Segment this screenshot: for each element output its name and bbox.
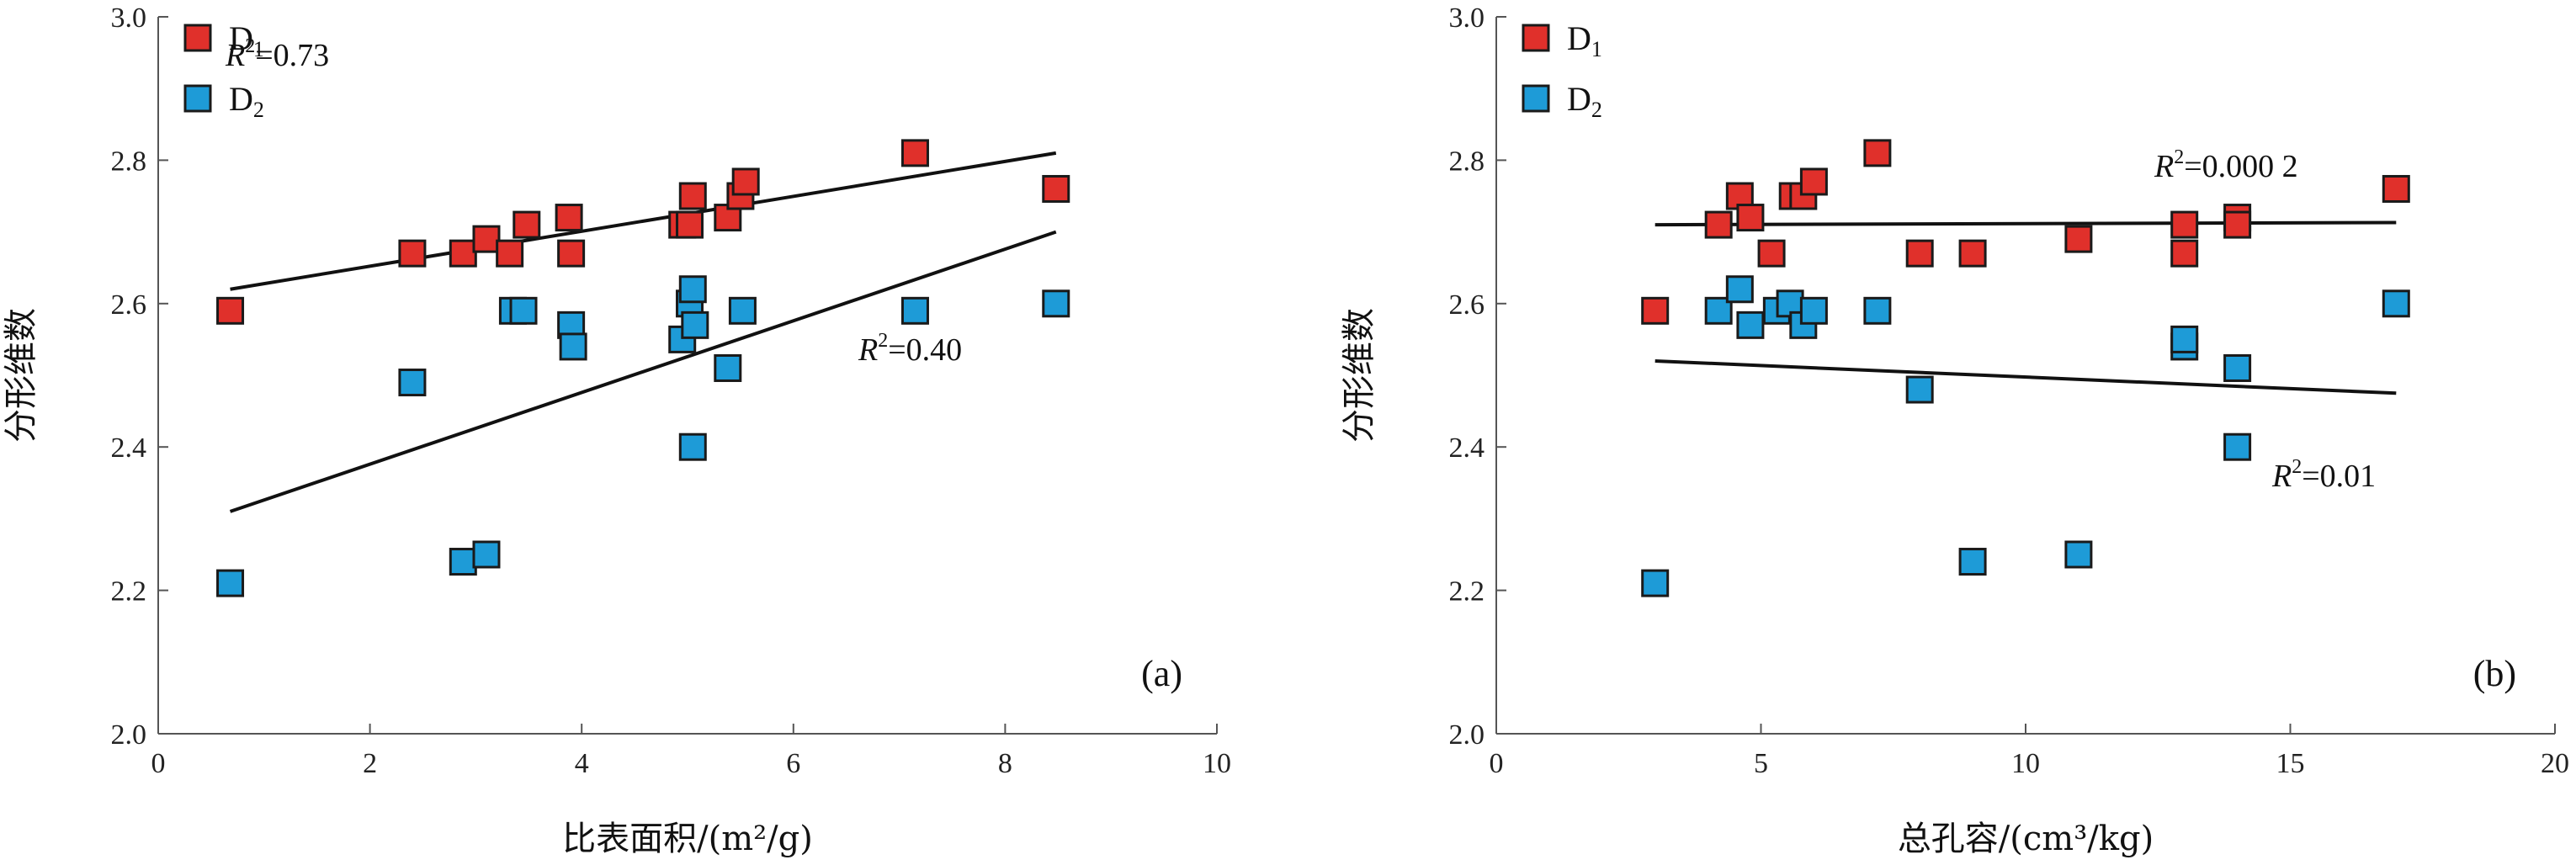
x-tick-label: 6 (786, 748, 800, 779)
panel-b: 2.0 2.2 2.4 2.6 2.8 3.0 0 5 10 15 20 总孔容/(cm³/kg) 分形… (1340, 3, 2569, 858)
data-point-d2 (900, 296, 929, 325)
legend-marker-d1 (1522, 24, 1550, 52)
legend-marker-d2 (1522, 84, 1550, 113)
data-point-d2 (1042, 289, 1070, 318)
data-point-d2 (728, 296, 757, 325)
data-point-d1 (1958, 239, 1987, 268)
r2-annotation-d1: R2=0.73 (225, 35, 329, 73)
data-point-d1 (2170, 210, 2199, 239)
panel-label: (b) (2473, 653, 2516, 694)
y-tick-label: 2.2 (1449, 576, 1485, 608)
r2-annotation-d2: R2=0.01 (2271, 456, 2376, 494)
x-tick-label: 2 (363, 748, 377, 779)
data-point-d1 (472, 225, 501, 253)
data-point-d1 (676, 210, 704, 239)
y-tick-label: 2.4 (1449, 432, 1485, 464)
x-tick-label: 10 (1203, 748, 1231, 779)
data-point-d1 (449, 239, 477, 268)
data-point-d2 (678, 275, 707, 304)
data-point-d1 (678, 182, 707, 210)
data-point-d2 (2064, 540, 2093, 569)
data-point-d2 (714, 353, 742, 382)
x-tick-label: 8 (998, 748, 1012, 779)
legend-label-d1: D1 (1567, 19, 1602, 61)
panel-label: (a) (1141, 653, 1182, 694)
data-point-d2 (1863, 296, 1892, 325)
data-point-d2 (559, 332, 587, 361)
x-tick-label: 4 (575, 748, 589, 779)
y-tick-label: 3.0 (111, 3, 147, 34)
data-point-d1 (1863, 139, 1892, 167)
data-point-d1 (2064, 225, 2093, 253)
data-point-d1 (1042, 174, 1070, 203)
data-point-d1 (1799, 167, 1828, 196)
data-point-d1 (398, 239, 427, 268)
legend-marker-d2 (183, 84, 212, 113)
data-point-d2 (2382, 289, 2410, 318)
data-point-d1 (216, 296, 245, 325)
fit-line-d1 (1654, 220, 2397, 227)
data-point-d2 (1799, 296, 1828, 325)
x-tick-label: 10 (2011, 748, 2040, 779)
data-point-d2 (1736, 310, 1765, 339)
data-point-d1 (900, 139, 929, 167)
data-point-d1 (1757, 239, 1786, 268)
data-point-d1 (1905, 239, 1934, 268)
x-axis-title: 总孔容/(cm³/kg) (1898, 820, 2154, 858)
legend-marker-d1 (183, 24, 212, 52)
data-point-d2 (2223, 353, 2252, 382)
data-point-d1 (1736, 204, 1765, 232)
y-tick-label: 2.2 (111, 576, 147, 608)
legend-label-d1: D1 (229, 19, 264, 61)
y-axis-title: 分形维数 (2, 308, 40, 443)
fit-line-d2 (229, 230, 1057, 513)
data-point-d1 (2170, 239, 2199, 268)
y-tick-label: 2.6 (1449, 289, 1485, 321)
y-tick-label: 2.8 (1449, 146, 1485, 177)
fit-line-d2 (1654, 358, 2397, 395)
x-tick-label: 5 (1754, 748, 1768, 779)
data-point-d2 (509, 296, 538, 325)
y-tick-label: 3.0 (1449, 3, 1485, 34)
data-point-d2 (1905, 375, 1934, 404)
data-point-d2 (449, 548, 477, 576)
y-tick-label: 2.0 (111, 719, 147, 751)
data-point-d1 (1641, 296, 1670, 325)
data-point-d2 (1958, 548, 1987, 576)
x-tick-label: 0 (1490, 748, 1504, 779)
data-point-d2 (2170, 325, 2199, 353)
panel-a: 2.0 2.2 2.4 2.6 2.8 3.0 0 2 4 6 8 10 比表面积/(m²/g) 分形维数… (2, 3, 1231, 858)
y-tick-label: 2.8 (111, 146, 147, 177)
data-point-d1 (555, 204, 583, 232)
fit-line-d1 (230, 151, 1057, 291)
x-tick-label: 0 (151, 748, 166, 779)
data-point-d1 (2223, 210, 2252, 239)
data-point-d2 (2223, 432, 2252, 461)
r2-annotation-d1: R2=0.000 2 (2154, 146, 2298, 184)
data-point-d2 (216, 569, 245, 597)
data-point-d1 (496, 239, 524, 268)
data-point-d2 (681, 310, 709, 339)
data-point-d2 (1725, 275, 1754, 304)
data-point-d1 (2382, 174, 2410, 203)
y-tick-label: 2.0 (1449, 719, 1485, 751)
data-point-d1 (513, 210, 541, 239)
data-point-d1 (1704, 210, 1733, 239)
data-point-d2 (1641, 569, 1670, 597)
data-point-d2 (398, 369, 427, 397)
data-point-d1 (731, 167, 760, 196)
y-axis-title: 分形维数 (1340, 308, 1378, 443)
data-point-d2 (678, 432, 707, 461)
x-axis-title: 比表面积/(m²/g) (562, 820, 813, 858)
y-tick-label: 2.4 (111, 432, 147, 464)
x-tick-label: 15 (2276, 748, 2305, 779)
legend-label-d2: D2 (229, 80, 264, 122)
x-tick-label: 20 (2541, 748, 2569, 779)
data-point-d2 (472, 540, 501, 569)
y-tick-label: 2.6 (111, 289, 147, 321)
r2-annotation-d2: R2=0.40 (858, 330, 962, 368)
data-point-d1 (557, 239, 586, 268)
legend-label-d2: D2 (1567, 80, 1602, 122)
